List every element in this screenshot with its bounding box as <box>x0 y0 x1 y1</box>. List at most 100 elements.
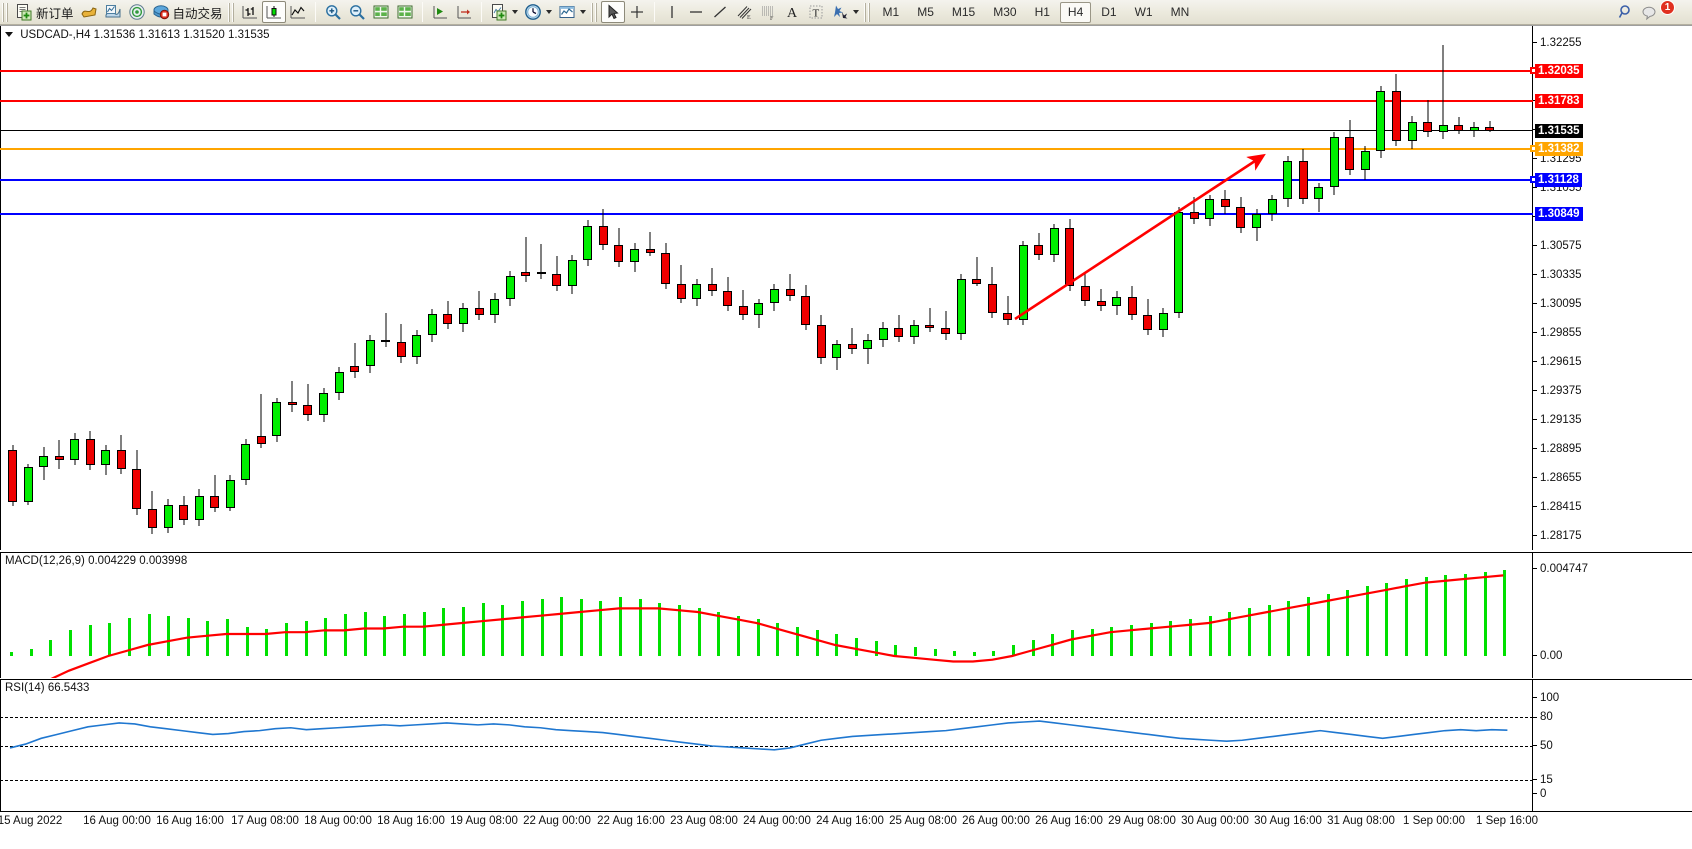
zoom-in-button[interactable] <box>321 1 345 23</box>
macd-tick: 0.004747 <box>1533 563 1588 576</box>
text-label-button[interactable]: T <box>804 1 828 23</box>
candlestick <box>552 256 562 292</box>
macd-histogram-bar <box>402 613 406 656</box>
timeframe-m5[interactable]: M5 <box>917 5 934 19</box>
candlestick <box>878 321 888 347</box>
timeframe-group: M1 M5 M15 M30 H1 H4 D1 W1 MN <box>874 1 1199 23</box>
grid-button[interactable] <box>393 1 417 23</box>
candlestick-chart-button[interactable] <box>261 1 286 23</box>
toolbar-grip-1[interactable] <box>2 2 9 22</box>
signals-button[interactable] <box>125 1 149 23</box>
candlestick <box>598 209 608 251</box>
macd-histogram-bar <box>697 608 701 656</box>
vertical-line-button[interactable] <box>660 1 684 23</box>
candlestick <box>956 274 966 340</box>
new-chart-button[interactable] <box>487 1 521 23</box>
timeframe-m1[interactable]: M1 <box>882 5 900 19</box>
macd-pane[interactable]: MACD(12,26,9) 0.004229 0.003998 0.004747… <box>0 552 1692 678</box>
current-price-tag: 1.31535 <box>1535 124 1583 138</box>
candlestick <box>1485 120 1495 132</box>
time-axis[interactable]: 15 Aug 2022 16 Aug 00:00 16 Aug 16:00 17 Au… <box>0 811 1692 830</box>
horizontal-line-button[interactable] <box>684 1 708 23</box>
cursor-button[interactable] <box>600 1 625 23</box>
price-pane[interactable]: USDCAD-,H4 1.31536 1.31613 1.31520 1.315… <box>0 26 1692 550</box>
zoom-out-button[interactable] <box>345 1 369 23</box>
candlestick <box>54 439 64 469</box>
auto-scroll-button[interactable] <box>452 1 476 23</box>
macd-histogram-bar <box>756 619 760 656</box>
period-button[interactable] <box>521 1 555 23</box>
timeframe-mn[interactable]: MN <box>1170 5 1190 19</box>
macd-histogram-bar <box>854 637 858 656</box>
timeframe-m15[interactable]: M15 <box>951 5 976 19</box>
chevron-down-icon[interactable] <box>545 10 552 14</box>
price-axis[interactable]: 1.322551.320151.317751.315351.312951.310… <box>1533 26 1692 550</box>
macd-histogram-bar <box>1110 626 1114 656</box>
macd-histogram-bar <box>913 646 917 656</box>
auto-trading-button[interactable]: 自动交易 <box>149 1 226 23</box>
text-icon: A <box>783 3 801 21</box>
macd-histogram-bar <box>1483 571 1487 656</box>
candlestick <box>85 431 95 471</box>
timeframe-d1[interactable]: D1 <box>1101 5 1117 19</box>
equidistant-channel-button[interactable]: E <box>732 1 756 23</box>
macd-histogram-bar <box>1326 593 1330 656</box>
macd-histogram-bar <box>579 599 583 656</box>
chevron-down-icon[interactable] <box>579 10 586 14</box>
rsi-tick: 15 <box>1533 774 1553 787</box>
macd-histogram-bar <box>599 601 603 656</box>
search-button[interactable] <box>1614 1 1638 23</box>
crosshair-button[interactable] <box>625 1 649 23</box>
rsi-level-80 <box>0 717 1533 719</box>
timeframe-m30[interactable]: M30 <box>993 5 1017 19</box>
shapes-button[interactable] <box>828 1 862 23</box>
indicators-button[interactable] <box>77 1 101 23</box>
templates-list-button[interactable] <box>555 1 589 23</box>
price-tick: 1.32255 <box>1533 37 1582 50</box>
new-order-button[interactable]: 新订单 <box>12 1 77 23</box>
price-tick: 1.29615 <box>1533 356 1582 369</box>
zoom-in-icon <box>324 3 342 21</box>
macd-histogram-bar <box>68 630 72 656</box>
timeframe-h4[interactable]: H4 <box>1059 1 1092 23</box>
chart-shift-button[interactable] <box>428 1 452 23</box>
timeframe-h1[interactable]: H1 <box>1034 5 1050 19</box>
templates-button[interactable] <box>101 1 125 23</box>
time-tick-label: 26 Aug 00:00 <box>962 815 1030 827</box>
channel-icon: E <box>735 3 753 21</box>
chevron-down-icon[interactable] <box>852 10 859 14</box>
toolbar-grip-2[interactable] <box>227 2 235 22</box>
text-button[interactable]: A <box>780 1 804 23</box>
line-chart-button[interactable] <box>286 1 310 23</box>
candlestick <box>785 274 795 301</box>
price-tick: 1.29855 <box>1533 327 1582 340</box>
indicators-icon <box>80 3 98 21</box>
toolbar-grip-4[interactable] <box>863 2 871 22</box>
svg-text:F: F <box>770 16 774 22</box>
bar-chart-button[interactable] <box>238 1 262 23</box>
candlestick <box>1407 116 1417 149</box>
macd-histogram-bar <box>894 645 898 656</box>
price-tick: 1.28175 <box>1533 530 1582 543</box>
chevron-down-icon[interactable] <box>5 32 13 38</box>
macd-histogram-bar <box>1071 630 1075 656</box>
macd-signal-line <box>50 574 1504 678</box>
trendline-button[interactable] <box>708 1 732 23</box>
timeframe-w1[interactable]: W1 <box>1134 5 1153 19</box>
toolbar-grip-3[interactable] <box>590 2 598 22</box>
fibonacci-button[interactable]: F <box>756 1 780 23</box>
templates-icon <box>104 3 122 21</box>
rsi-pane[interactable]: RSI(14) 66.5433 100 80 50 15 0 <box>0 679 1692 812</box>
chart-window[interactable]: USDCAD-,H4 1.31536 1.31613 1.31520 1.315… <box>0 25 1692 830</box>
candlestick <box>101 444 111 475</box>
new-order-icon <box>15 3 33 21</box>
candlestick <box>1391 73 1401 147</box>
notifications-button[interactable]: 1 <box>1638 0 1682 23</box>
data-window-button[interactable] <box>369 1 393 23</box>
resistance-1-tag: 1.31783 <box>1535 94 1583 109</box>
hline-icon <box>687 3 705 21</box>
macd-pane-left-border <box>0 553 1 678</box>
chevron-down-icon[interactable] <box>511 10 518 14</box>
rsi-line <box>9 720 1508 751</box>
